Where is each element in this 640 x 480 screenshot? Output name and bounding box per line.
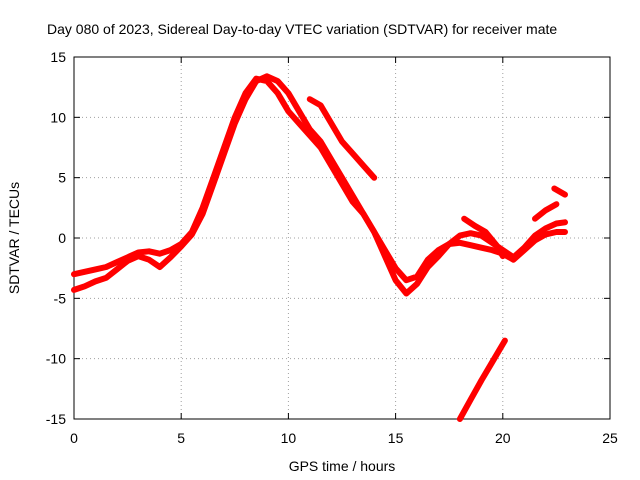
y-tick-label: -15 <box>46 411 66 427</box>
series-track-3 <box>306 96 378 181</box>
data-series <box>71 73 568 422</box>
series-track-6 <box>551 185 568 198</box>
x-tick-label: 0 <box>70 430 78 446</box>
series-track-5 <box>532 201 560 222</box>
x-axis-label: GPS time / hours <box>289 458 396 474</box>
x-tick-label: 5 <box>177 430 185 446</box>
y-tick-label: 15 <box>50 49 66 65</box>
x-tick-label: 10 <box>281 430 297 446</box>
y-tick-label: 10 <box>50 109 66 125</box>
y-tick-label: 5 <box>58 170 66 186</box>
x-tick-label: 20 <box>495 430 511 446</box>
x-tick-label: 25 <box>602 430 618 446</box>
series-track-1 <box>71 75 568 284</box>
y-tick-label: -5 <box>54 290 67 306</box>
series-track-7 <box>456 337 508 422</box>
y-tick-label: -10 <box>46 351 66 367</box>
y-tick-label: 0 <box>58 230 66 246</box>
series-track-4 <box>461 215 506 260</box>
y-axis-label: SDTVAR / TECUs <box>6 182 22 294</box>
chart-title: Day 080 of 2023, Sidereal Day-to-day VTE… <box>47 21 557 37</box>
series-track-2 <box>71 73 568 297</box>
x-tick-label: 15 <box>388 430 404 446</box>
axis-ticks: 0 5 10 15 20 25 -15 -10 -5 0 5 10 15 <box>46 49 618 446</box>
